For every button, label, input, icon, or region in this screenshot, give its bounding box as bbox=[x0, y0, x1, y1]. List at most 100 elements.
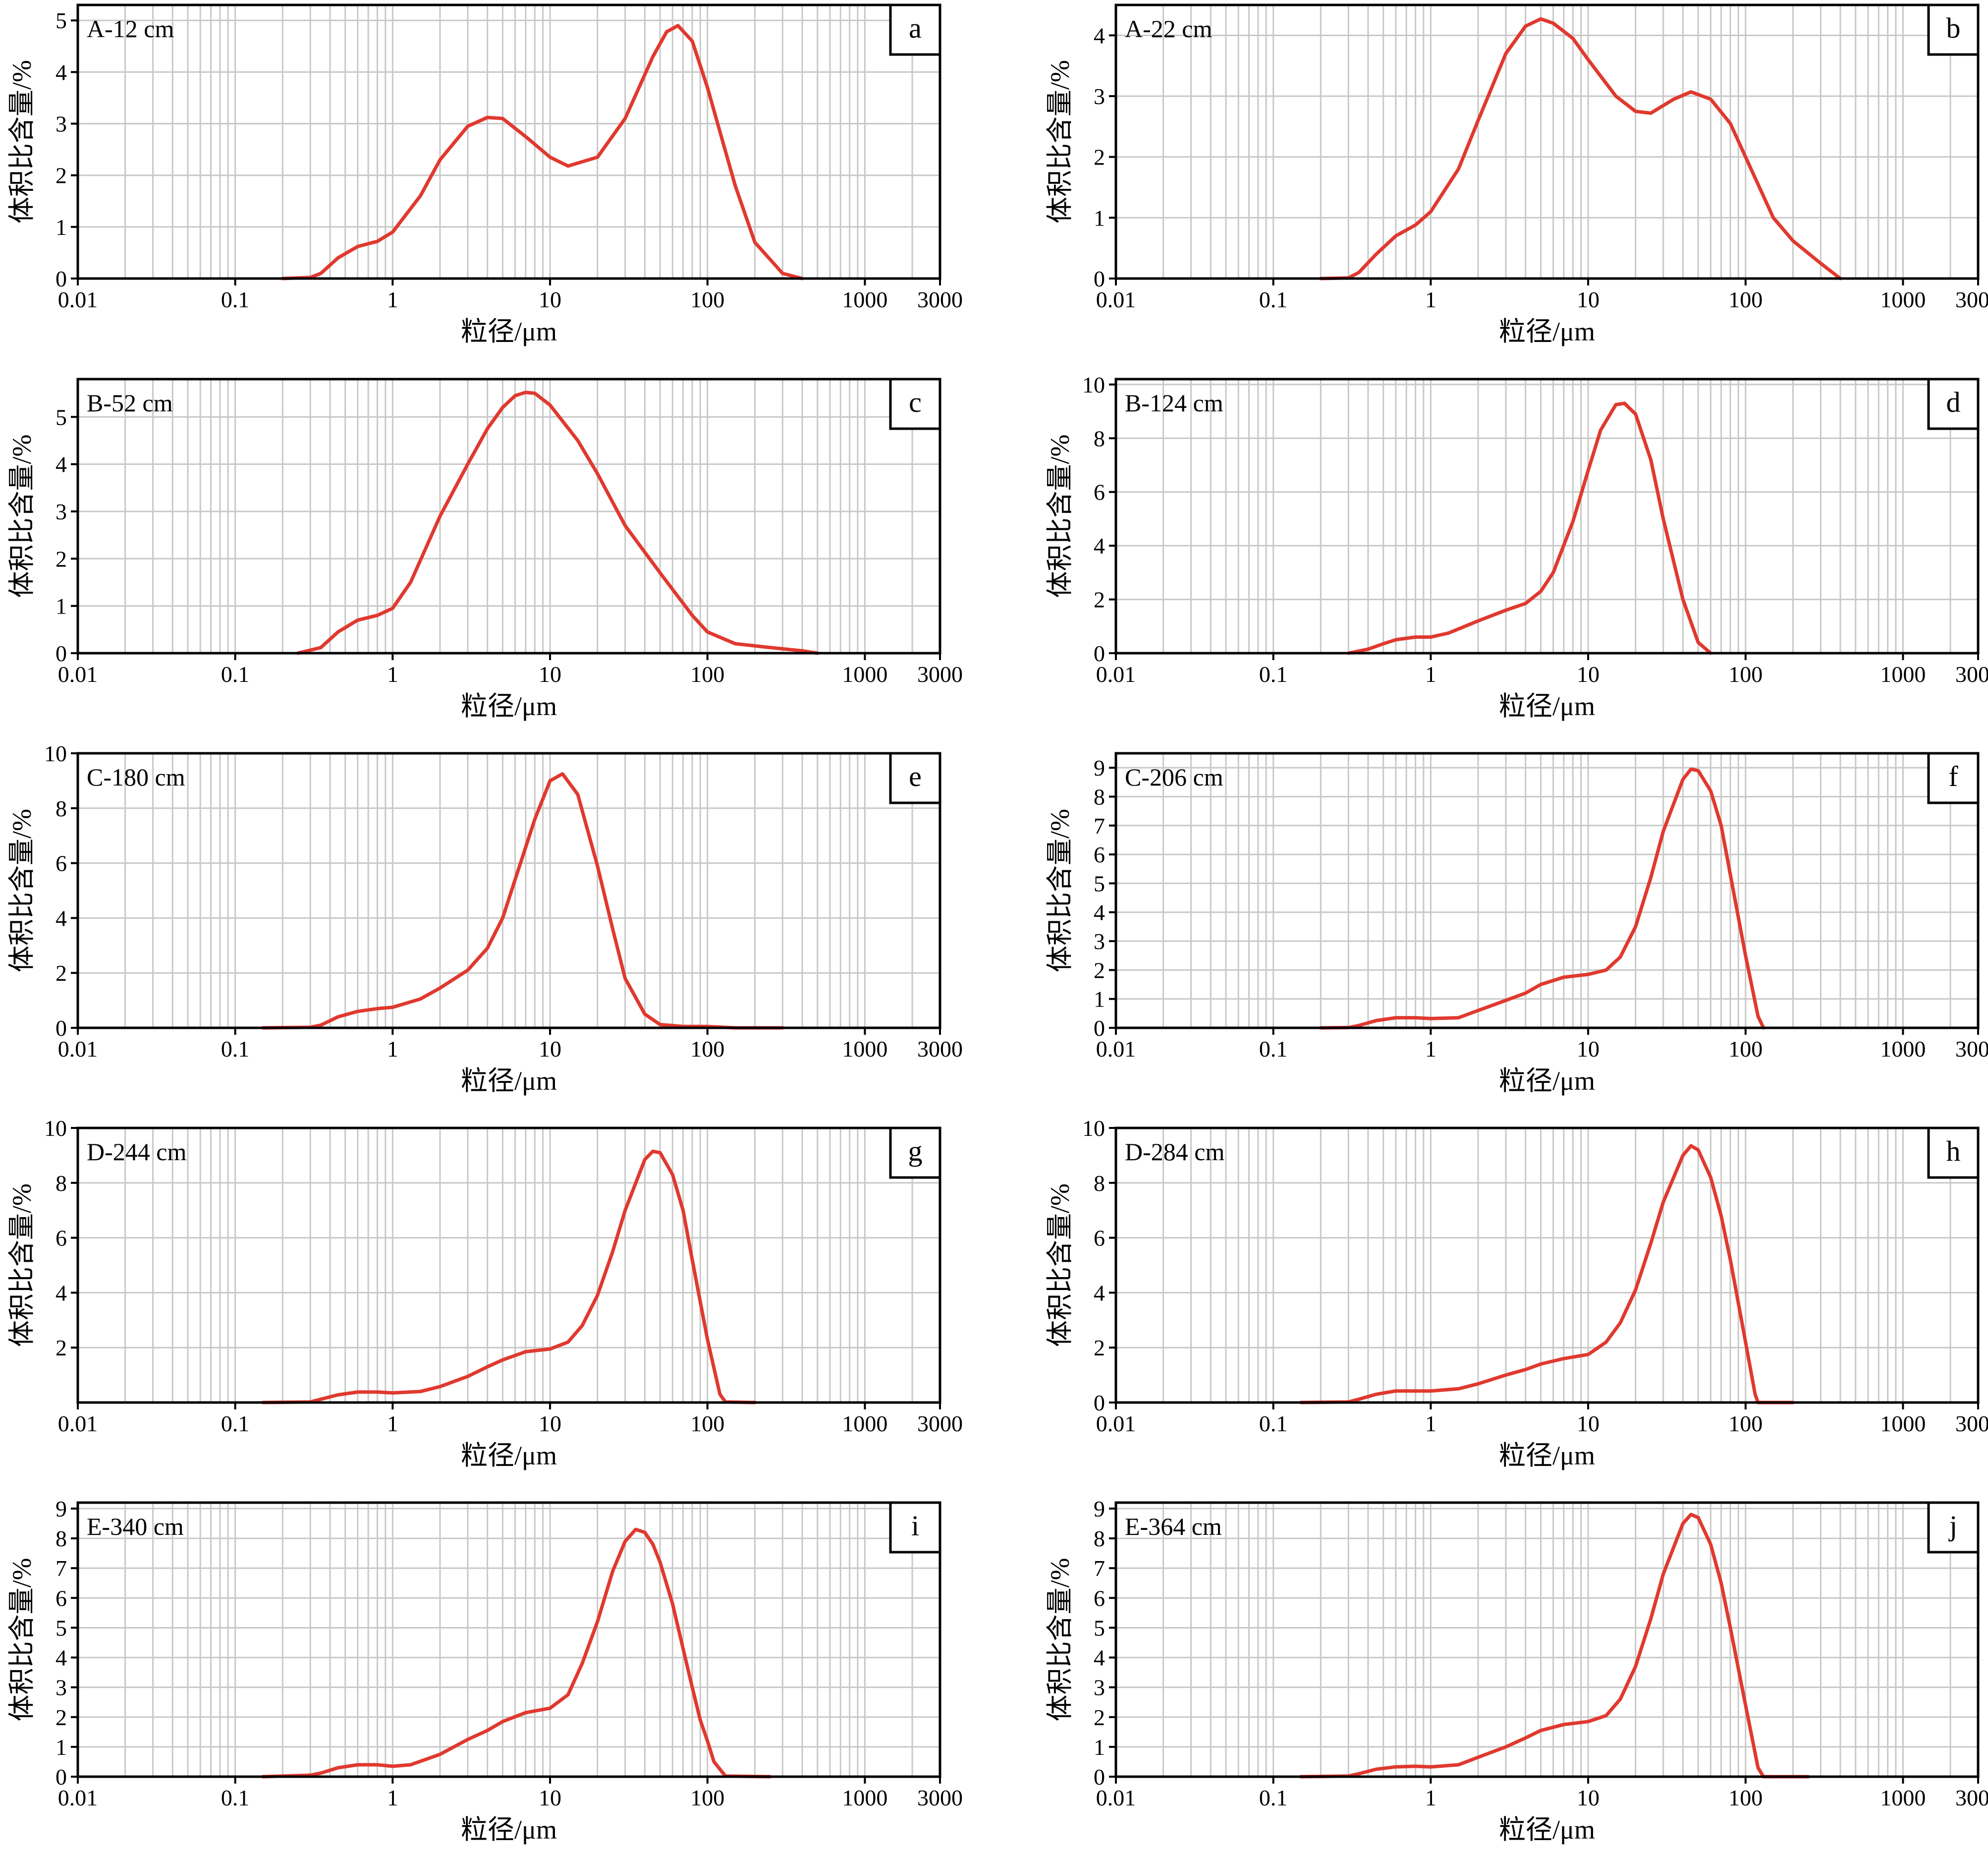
x-tick-label: 10 bbox=[539, 1411, 561, 1436]
x-axis-label: 粒径/μm bbox=[461, 1066, 557, 1096]
y-tick-label: 0 bbox=[1094, 641, 1105, 666]
y-tick-label: 4 bbox=[1094, 1645, 1105, 1671]
panel-letter-box bbox=[889, 3, 941, 56]
x-tick-label: 3000 bbox=[917, 1036, 963, 1062]
y-tick-label: 7 bbox=[55, 1556, 67, 1581]
x-tick-label: 100 bbox=[1728, 287, 1763, 312]
y-tick-label: 4 bbox=[55, 452, 67, 477]
x-tick-label: 1000 bbox=[842, 287, 887, 312]
sample-label: A-12 cm bbox=[87, 15, 174, 43]
panel-letter-box bbox=[1927, 378, 1980, 430]
x-tick-label: 3000 bbox=[1955, 1411, 1988, 1436]
x-tick-label: 0.01 bbox=[1096, 1785, 1136, 1810]
y-tick-label: 4 bbox=[55, 905, 67, 931]
y-axis-label: 体积比含量/% bbox=[7, 60, 37, 224]
y-tick-label: 8 bbox=[1094, 784, 1105, 809]
panel-e: 0 2 4 6 8 10 0.01 0.1 1 10 100 1000 3000 粒径/μm 体积比含量/%… bbox=[7, 741, 963, 1096]
y-tick-label: 2 bbox=[1094, 587, 1105, 613]
x-tick-label: 0.01 bbox=[1096, 662, 1136, 687]
y-tick-label: 1 bbox=[1094, 1735, 1105, 1760]
x-axis-label: 粒径/μm bbox=[461, 691, 557, 721]
x-tick-label: 0.01 bbox=[58, 1411, 98, 1436]
y-tick-label: 2 bbox=[1094, 145, 1105, 170]
x-tick-label: 100 bbox=[690, 1785, 724, 1810]
x-tick-label: 0.1 bbox=[221, 662, 250, 687]
x-tick-label: 0.1 bbox=[221, 1411, 250, 1436]
sample-label: B-124 cm bbox=[1125, 389, 1223, 417]
x-tick-label: 10 bbox=[1577, 1411, 1600, 1436]
x-tick-label: 1 bbox=[387, 1036, 398, 1062]
x-tick-label: 3000 bbox=[1955, 662, 1988, 687]
y-tick-label: 2 bbox=[55, 960, 67, 986]
x-axis-label: 粒径/μm bbox=[1499, 1441, 1595, 1470]
y-tick-label: 3 bbox=[1094, 84, 1105, 109]
panel-letter-box bbox=[889, 378, 941, 430]
y-axis-label: 体积比含量/% bbox=[7, 435, 37, 598]
y-tick-label: 0 bbox=[55, 266, 67, 291]
y-tick-label: 4 bbox=[55, 59, 67, 85]
y-tick-label: 10 bbox=[1082, 1116, 1105, 1141]
y-tick-label: 4 bbox=[55, 1280, 67, 1305]
y-tick-label: 10 bbox=[1082, 372, 1105, 397]
x-tick-label: 1 bbox=[387, 662, 398, 687]
y-tick-label: 2 bbox=[55, 1705, 67, 1730]
y-tick-label: 6 bbox=[1094, 842, 1105, 867]
y-tick-label: 6 bbox=[1094, 1226, 1105, 1251]
x-tick-label: 1000 bbox=[1880, 1036, 1926, 1062]
y-tick-label: 4 bbox=[1094, 23, 1105, 48]
x-tick-label: 0.1 bbox=[1259, 287, 1288, 312]
x-tick-label: 3000 bbox=[1955, 287, 1988, 312]
x-tick-label: 1 bbox=[387, 1411, 398, 1436]
plot-frame bbox=[76, 378, 941, 655]
x-tick-label: 1000 bbox=[1880, 1411, 1926, 1436]
y-tick-label: 5 bbox=[55, 404, 67, 430]
y-tick-label: 1 bbox=[55, 594, 67, 619]
series-line bbox=[1299, 1144, 1795, 1404]
panel-f: 0 1 2 3 4 5 6 7 8 9 0.01 0.1 1 10 100 1000 3000 粒径/μm 体积比含… bbox=[1045, 752, 1988, 1096]
panel-i: 0 1 2 3 4 5 6 7 8 9 0.01 0.1 1 10 100 1000 3000 粒径/μm 体积比含… bbox=[7, 1496, 963, 1845]
y-tick-label: 2 bbox=[1094, 1705, 1105, 1730]
plot-frame bbox=[1114, 1126, 1980, 1404]
panel-letter: a bbox=[909, 12, 922, 44]
y-tick-label: 3 bbox=[1094, 929, 1105, 954]
y-tick-label: 8 bbox=[55, 1526, 67, 1551]
y-tick-label: 4 bbox=[1094, 900, 1105, 925]
x-tick-label: 100 bbox=[690, 662, 724, 687]
series-line bbox=[1346, 401, 1712, 655]
y-axis-label: 体积比含量/% bbox=[7, 1183, 37, 1347]
x-tick-label: 1 bbox=[1425, 287, 1436, 312]
x-tick-label: 10 bbox=[1577, 662, 1600, 687]
plot-frame bbox=[1114, 3, 1980, 280]
x-tick-label: 0.01 bbox=[58, 1785, 98, 1810]
y-tick-label: 6 bbox=[55, 1226, 67, 1251]
x-tick-label: 3000 bbox=[917, 1785, 963, 1810]
x-tick-label: 100 bbox=[1728, 1785, 1763, 1810]
x-tick-label: 100 bbox=[1728, 1411, 1763, 1436]
y-axis-label: 体积比含量/% bbox=[1045, 1558, 1075, 1722]
series-line bbox=[280, 24, 804, 281]
plot-frame bbox=[1114, 1501, 1980, 1778]
x-tick-label: 0.01 bbox=[1096, 287, 1136, 312]
y-tick-label: 0 bbox=[55, 1015, 67, 1041]
panel-letter-box bbox=[1927, 1126, 1980, 1179]
plot-frame bbox=[76, 3, 941, 280]
x-tick-label: 1000 bbox=[842, 1785, 887, 1810]
y-tick-label: 0 bbox=[55, 641, 67, 666]
y-tick-label: 7 bbox=[1094, 813, 1105, 839]
x-axis-label: 粒径/μm bbox=[1499, 1066, 1595, 1096]
x-tick-label: 10 bbox=[1577, 287, 1600, 312]
y-tick-label: 6 bbox=[1094, 480, 1105, 505]
y-tick-label: 0 bbox=[1094, 1764, 1105, 1790]
x-tick-label: 10 bbox=[1577, 1036, 1600, 1062]
y-tick-label: 2 bbox=[1094, 957, 1105, 983]
sample-label: C-206 cm bbox=[1125, 763, 1223, 791]
y-tick-label: 6 bbox=[55, 851, 67, 876]
y-tick-label: 6 bbox=[55, 1585, 67, 1611]
y-tick-label: 2 bbox=[55, 163, 67, 188]
y-tick-label: 4 bbox=[1094, 533, 1105, 559]
x-tick-label: 10 bbox=[1577, 1785, 1600, 1810]
y-tick-label: 10 bbox=[44, 741, 67, 766]
plot-frame bbox=[76, 752, 941, 1029]
y-tick-label: 0 bbox=[1094, 1390, 1105, 1415]
y-tick-label: 5 bbox=[55, 8, 67, 33]
